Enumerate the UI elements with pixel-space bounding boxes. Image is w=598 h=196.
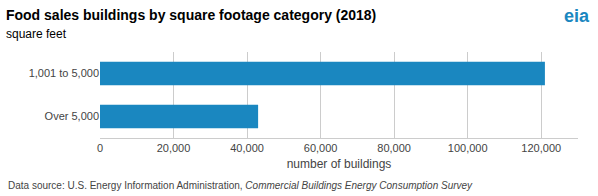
svg-text:100,000: 100,000 (448, 142, 488, 154)
svg-text:Food sales buildings by square: Food sales buildings by square footage c… (6, 7, 376, 41)
svg-text:20,000: 20,000 (157, 142, 191, 154)
svg-text:1,001 to 5,000: 1,001 to 5,000 (29, 67, 99, 79)
svg-text:Over 5,000: Over 5,000 (45, 110, 99, 122)
svg-text:eia: eia (564, 6, 590, 26)
svg-text:80,000: 80,000 (377, 142, 411, 154)
svg-text:number of buildings: number of buildings (287, 157, 392, 171)
svg-text:120,000: 120,000 (521, 142, 561, 154)
svg-text:40,000: 40,000 (230, 142, 264, 154)
svg-text:60,000: 60,000 (304, 142, 338, 154)
svg-text:0: 0 (97, 142, 103, 154)
svg-text:Data source: U.S. Energy Infor: Data source: U.S. Energy Information Adm… (8, 180, 473, 191)
